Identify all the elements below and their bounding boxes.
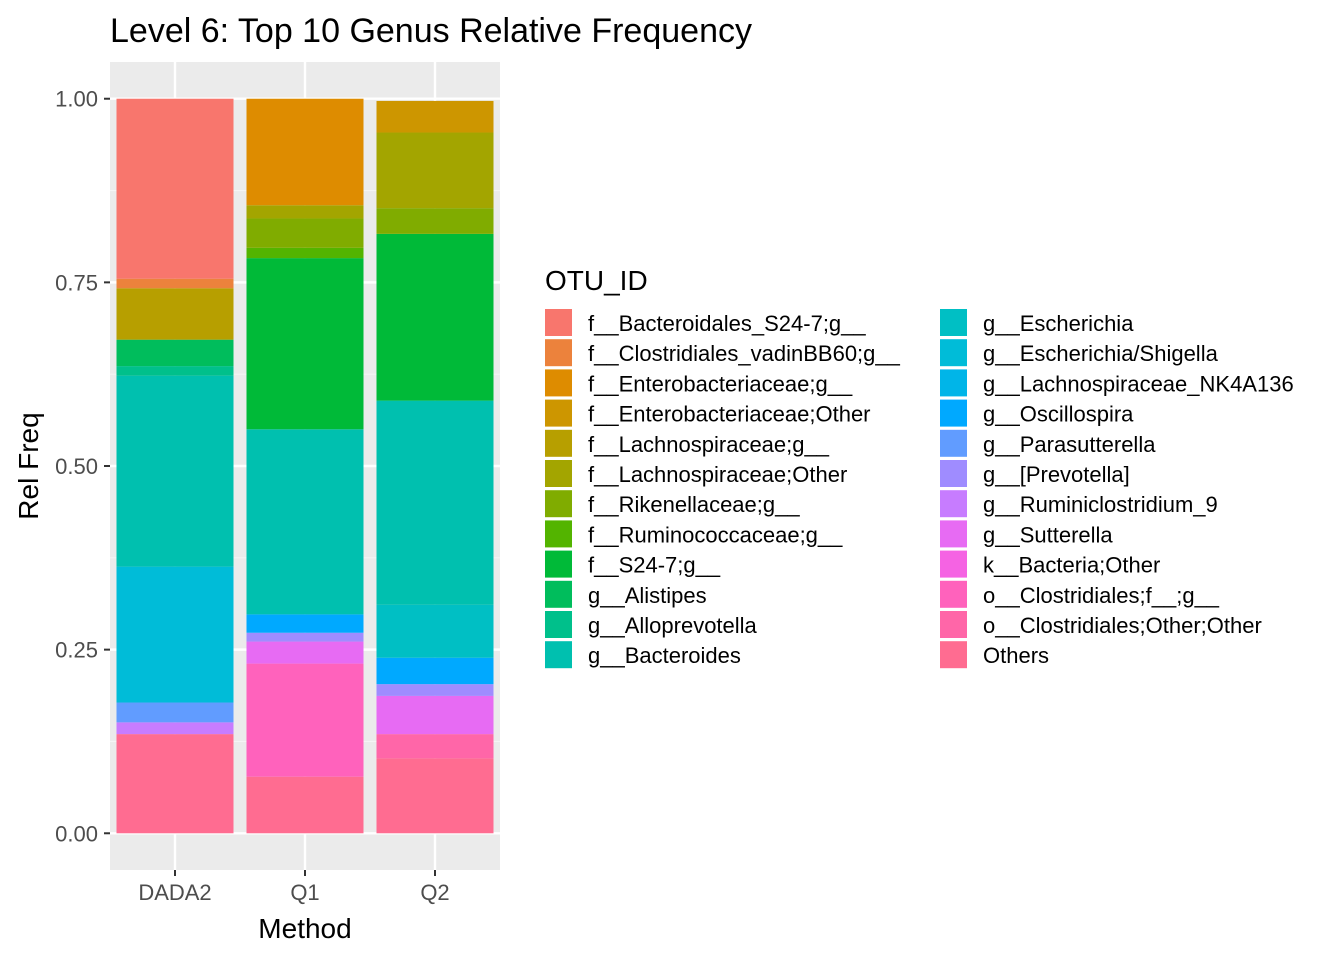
legend-label: f__Bacteroidales_S24-7;g__ <box>588 311 866 336</box>
bar-segment <box>376 604 494 658</box>
bar-segment <box>246 663 364 777</box>
legend-title: OTU_ID <box>545 265 648 296</box>
legend-swatch <box>940 490 967 518</box>
y-tick-label: 0.75 <box>55 270 98 295</box>
chart-title: Level 6: Top 10 Genus Relative Frequency <box>110 12 752 50</box>
bar-segment <box>376 132 494 209</box>
legend-label: g__Escherichia/Shigella <box>983 341 1219 366</box>
legend-swatch <box>545 429 572 457</box>
legend-swatch <box>940 641 967 669</box>
bar-segment <box>116 375 234 567</box>
legend-swatch <box>940 550 967 578</box>
bar-segment <box>116 278 234 289</box>
legend-swatch <box>545 520 572 548</box>
legend-label: f__Lachnospiraceae;g__ <box>588 432 830 457</box>
bar-segment <box>116 702 234 723</box>
legend-swatch <box>545 339 572 367</box>
legend-swatch <box>545 369 572 397</box>
y-axis-title: Rel Freq <box>13 412 44 519</box>
bar-segment <box>116 339 234 367</box>
bar-segment <box>246 429 364 615</box>
legend-label: g__Parasutterella <box>983 432 1156 457</box>
legend: f__Bacteroidales_S24-7;g__ f__Clostridial… <box>545 309 1294 669</box>
x-tick-label: Q2 <box>420 880 449 905</box>
legend-swatch <box>940 611 967 638</box>
legend-label: f__Lachnospiraceae;Other <box>588 462 847 487</box>
bar-segment <box>246 641 364 664</box>
legend-label: Others <box>983 643 1049 668</box>
bars <box>116 98 494 834</box>
legend-swatch <box>940 309 967 336</box>
legend-swatch <box>545 460 572 487</box>
legend-label: g__Alloprevotella <box>588 613 758 638</box>
legend-swatch <box>545 611 572 638</box>
legend-label: f__S24-7;g__ <box>588 553 721 578</box>
bar-segment <box>376 695 494 735</box>
bar-segment <box>246 614 364 633</box>
bar-segment <box>246 247 364 259</box>
legend-label: f__Rikenellaceae;g__ <box>588 492 800 517</box>
y-tick-label: 0.00 <box>55 821 98 846</box>
legend-label: g__Bacteroides <box>588 643 741 668</box>
legend-label: k__Bacteria;Other <box>983 553 1160 578</box>
legend-label: g__Oscillospira <box>983 402 1134 427</box>
bar-segment <box>246 258 364 430</box>
bar-segment <box>116 288 234 340</box>
legend-swatch <box>545 399 572 427</box>
bar-segment <box>376 684 494 696</box>
legend-swatch <box>940 580 967 608</box>
bar-segment <box>116 98 234 279</box>
legend-label: g__Ruminiclostridium_9 <box>983 492 1218 517</box>
y-tick-label: 0.25 <box>55 638 98 663</box>
y-tick-label: 1.00 <box>55 87 98 112</box>
bar-segment <box>376 400 494 605</box>
legend-label: o__Clostridiales;f__;g__ <box>983 583 1220 608</box>
bar-segment <box>246 98 364 206</box>
bar-segment <box>376 657 494 685</box>
bar-segment <box>116 366 234 376</box>
legend-label: f__Ruminococcaceae;g__ <box>588 522 843 547</box>
legend-label: f__Enterobacteriaceae;g__ <box>588 371 853 396</box>
legend-swatch <box>545 641 572 669</box>
legend-swatch <box>940 399 967 427</box>
y-axis: 0.00 0.25 0.50 0.75 1.00 <box>55 87 110 846</box>
legend-swatch <box>940 520 967 548</box>
bar-segment <box>246 218 364 248</box>
legend-swatch <box>545 580 572 608</box>
y-tick-label: 0.50 <box>55 454 98 479</box>
bar-segment <box>376 100 494 133</box>
legend-swatch <box>940 369 967 397</box>
bar-segment <box>246 205 364 219</box>
x-tick-label: DADA2 <box>138 880 211 905</box>
legend-swatch <box>940 460 967 487</box>
legend-label: f__Clostridiales_vadinBB60;g__ <box>588 341 901 366</box>
legend-label: g__Sutterella <box>983 522 1113 547</box>
bar-segment <box>116 566 234 703</box>
legend-label: f__Enterobacteriaceae;Other <box>588 402 871 427</box>
bar-segment <box>116 734 234 834</box>
bar-segment <box>116 722 234 735</box>
bar-segment <box>246 776 364 834</box>
legend-swatch <box>940 429 967 457</box>
legend-label: g__Escherichia <box>983 311 1134 336</box>
bar-segment <box>376 758 494 834</box>
bar-segment <box>376 233 494 401</box>
bar-segment <box>376 734 494 759</box>
bar-segment <box>376 208 494 234</box>
x-axis: DADA2 Q1 Q2 <box>138 870 450 905</box>
bar-segment <box>246 632 364 642</box>
legend-swatch <box>940 339 967 367</box>
legend-label: g__Lachnospiraceae_NK4A136 <box>983 371 1294 396</box>
legend-swatch <box>545 550 572 578</box>
x-tick-label: Q1 <box>290 880 319 905</box>
legend-label: o__Clostridiales;Other;Other <box>983 613 1262 638</box>
x-axis-title: Method <box>258 913 351 944</box>
legend-label: g__[Prevotella] <box>983 462 1130 487</box>
legend-swatch <box>545 309 572 336</box>
legend-label: g__Alistipes <box>588 583 707 608</box>
legend-swatch <box>545 490 572 518</box>
